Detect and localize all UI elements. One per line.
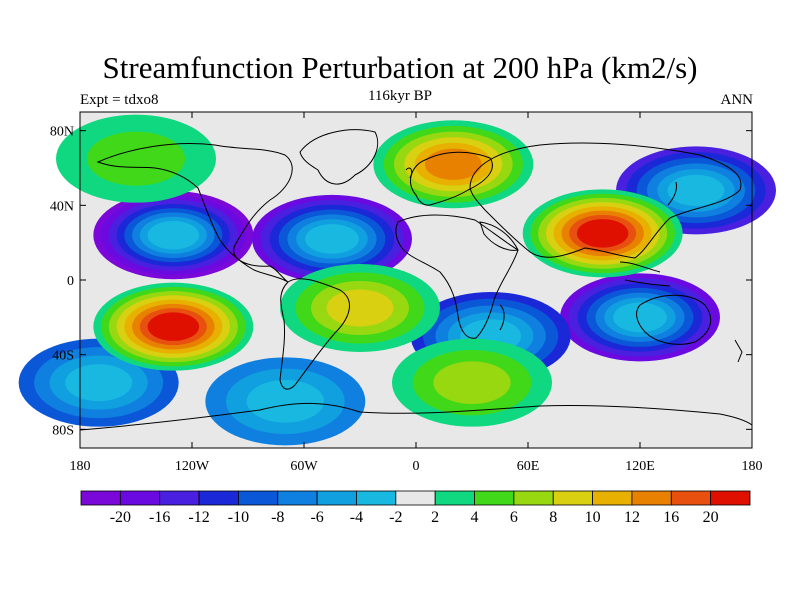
anomaly-center [93, 282, 254, 371]
colorbar-swatch [119, 490, 161, 506]
period-label: 116kyr BP [367, 88, 433, 104]
contour-band [87, 131, 185, 186]
contour-band [147, 312, 200, 341]
colorbar-swatch [80, 490, 121, 506]
colorbar-swatch [356, 490, 397, 506]
anomaly-center [392, 338, 552, 427]
colorbar-swatch [710, 490, 751, 506]
map-title: Streamfunction Perturbation at 200 hPa (… [102, 50, 698, 85]
contour-band [667, 174, 725, 207]
lon-tick-label: 120E [625, 459, 655, 474]
colorbar-swatch [159, 490, 200, 506]
colorbar-swatch [631, 490, 672, 506]
experiment-label: Expt = tdxo8 [80, 92, 159, 108]
lat-tick-label: 40N [50, 199, 74, 214]
colorbar-swatch [670, 490, 712, 506]
longitude-axis: 180 120W 60W 0 60E 120E 180 [70, 112, 763, 474]
colorbar-label: -20 [110, 509, 131, 526]
lat-tick-label: 80N [50, 125, 74, 140]
colorbar-label: 12 [624, 509, 640, 526]
lon-tick-label: 180 [742, 459, 763, 474]
colorbar-swatch [474, 490, 515, 506]
contour-band [576, 219, 629, 248]
colorbar: -20 -16 -12 -10 -8 -6 -4 -2 2 4 6 8 10 12 16 20 [80, 490, 751, 526]
coastlines [79, 129, 753, 431]
colorbar-swatch [434, 490, 475, 506]
anomaly-center [560, 273, 720, 362]
colorbar-swatch [592, 490, 633, 506]
colorbar-label: 6 [510, 509, 518, 526]
colorbar-swatch [277, 490, 318, 506]
colorbar-label: 4 [471, 509, 479, 526]
lon-tick-label: 60W [290, 459, 318, 474]
colorbar-label: 16 [663, 509, 679, 526]
lon-tick-label: 180 [70, 459, 91, 474]
colorbar-swatch [552, 490, 593, 506]
colorbar-label: 10 [585, 509, 601, 526]
colorbar-label: -8 [271, 509, 284, 526]
map-plot-area: 80N 40N 0 40S 80S 180 120W 60W 0 60E 120E 180 [18, 111, 776, 474]
contour-band [433, 361, 511, 404]
contour-band [147, 220, 200, 250]
anomaly-center [522, 189, 683, 278]
colorbar-label: -4 [350, 509, 363, 526]
lon-tick-label: 0 [413, 459, 420, 474]
anomaly-center [280, 264, 440, 352]
anomaly-center [93, 191, 254, 280]
colorbar-label: -6 [310, 509, 323, 526]
colorbar-swatch [316, 490, 357, 506]
colorbar-label: -16 [149, 509, 170, 526]
contour-band [326, 289, 394, 327]
colorbar-label: 20 [703, 509, 719, 526]
colorbar-swatch [238, 490, 279, 506]
anomaly-center [373, 120, 534, 209]
contour-band [305, 224, 359, 254]
lon-tick-label: 60E [517, 459, 540, 474]
anomaly-center [252, 194, 412, 283]
lat-tick-label: 0 [67, 274, 74, 289]
lat-tick-label: 40S [52, 349, 74, 364]
contour-band [425, 148, 482, 180]
field-contours [18, 114, 776, 446]
lat-tick-label: 80S [52, 423, 74, 438]
latitude-axis: 80N 40N 0 40S 80S [50, 125, 752, 438]
colorbar-label: -2 [389, 509, 402, 526]
contour-band [65, 364, 133, 402]
season-label: ANN [720, 92, 754, 108]
colorbar-swatch [513, 490, 554, 506]
colorbar-label: 2 [431, 509, 439, 526]
colorbar-swatch [198, 490, 239, 506]
contour-band [613, 302, 667, 333]
colorbar-swatch [395, 490, 436, 506]
colorbar-label: 8 [549, 509, 557, 526]
colorbar-label: -12 [188, 509, 209, 526]
contour-band [246, 380, 324, 423]
colorbar-label: -10 [228, 509, 249, 526]
anomaly-center [205, 357, 366, 446]
lon-tick-label: 120W [175, 459, 210, 474]
